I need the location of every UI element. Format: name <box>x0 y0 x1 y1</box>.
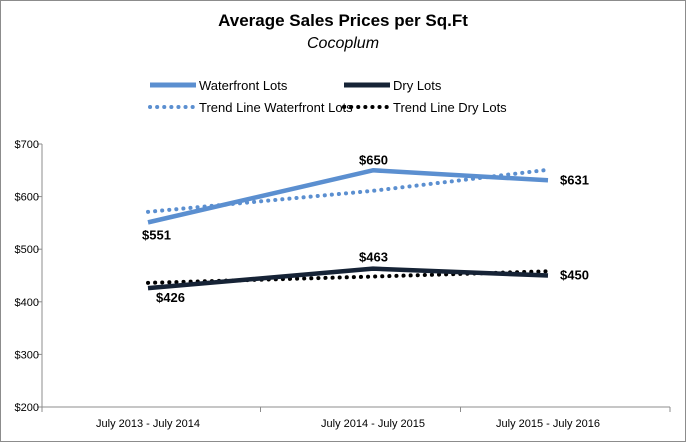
y-tick-label: $600 <box>15 192 39 204</box>
axes: $200 $300 $400 $500 $600 $700 July 2013 - July… <box>15 139 671 430</box>
y-tick-label: $500 <box>15 244 39 256</box>
x-tick-label: July 2015 - July 2016 <box>496 418 600 430</box>
legend-label-dry-lots: Dry Lots <box>393 78 442 93</box>
data-label: $631 <box>560 172 589 187</box>
data-label: $463 <box>359 250 388 265</box>
data-label: $551 <box>142 227 171 242</box>
x-tick-label: July 2014 - July 2015 <box>321 418 425 430</box>
legend-label-trend-waterfront: Trend Line Waterfront Lots <box>199 100 353 115</box>
legend-label-trend-dry: Trend Line Dry Lots <box>393 100 507 115</box>
data-label: $450 <box>560 268 589 283</box>
series-layer <box>146 167 550 291</box>
y-tick-label: $400 <box>15 297 39 309</box>
series-line-dry-lots <box>147 266 549 291</box>
y-tick-label: $300 <box>15 349 39 361</box>
y-tick-label: $200 <box>15 402 39 414</box>
series-line-waterfront-lots <box>147 168 549 225</box>
data-label: $426 <box>156 290 185 305</box>
data-label: $650 <box>359 152 388 167</box>
series-line-trend-line-waterfront-lots <box>146 167 550 214</box>
chart-subtitle: Cocoplum <box>307 35 379 52</box>
y-tick-label: $700 <box>15 139 39 151</box>
chart-title: Average Sales Prices per Sq.Ft <box>218 11 468 30</box>
data-labels: $551 $650 $631 $426 $463 $450 <box>142 152 589 305</box>
x-tick-label: July 2013 - July 2014 <box>96 418 200 430</box>
legend-label-waterfront-lots: Waterfront Lots <box>199 78 288 93</box>
legend: Waterfront Lots Dry Lots Trend Line Wate… <box>148 78 507 115</box>
